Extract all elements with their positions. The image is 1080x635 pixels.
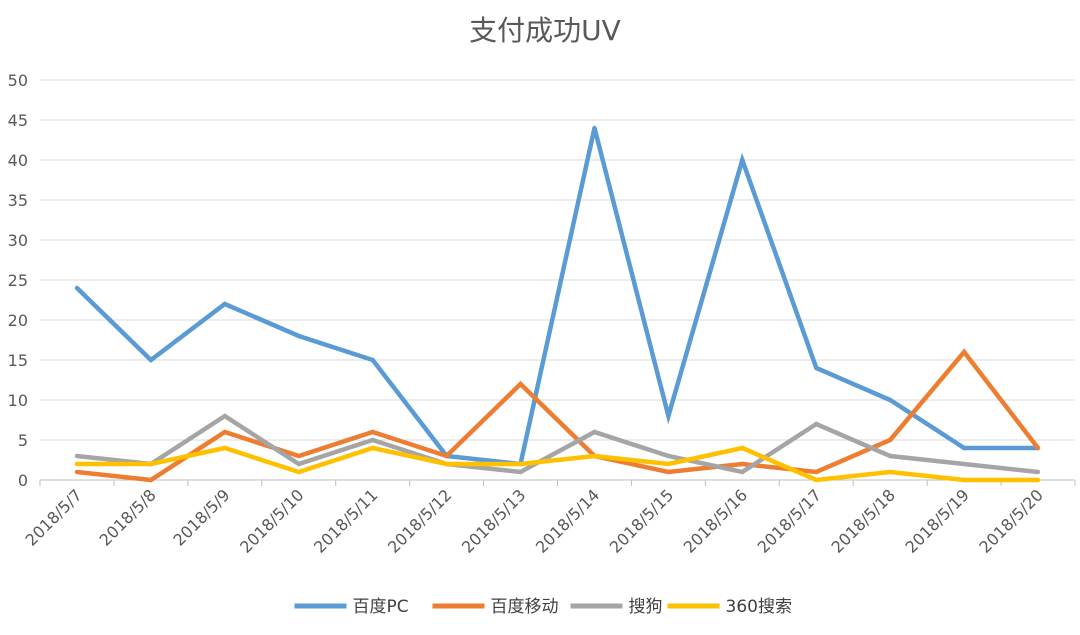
data-point [518,469,523,475]
data-point [370,437,375,443]
y-tick-label: 5 [18,431,28,450]
data-point [961,461,967,467]
data-point [1035,469,1041,475]
x-tick-label: 2018/5/18 [828,485,899,556]
data-point [222,445,228,451]
data-point [740,157,745,163]
x-tick-label: 2018/5/15 [606,485,677,556]
data-point [518,381,523,387]
data-point [296,333,301,339]
x-tick-label: 2018/5/9 [169,485,233,549]
data-point [666,413,671,419]
y-tick-label: 10 [8,391,28,410]
data-point [74,461,80,467]
data-point [887,397,893,403]
series-line-1 [75,127,1038,467]
y-tick-label: 0 [18,471,28,490]
data-point [148,461,154,467]
data-point [444,461,449,467]
data-point [592,429,597,435]
data-point [961,349,967,355]
y-tick-label: 30 [8,231,28,250]
x-tick-label: 2018/5/14 [532,485,603,556]
data-point [887,453,893,459]
data-point [740,469,745,475]
chart-title: 支付成功UV [469,14,621,47]
x-tick-label: 2018/5/11 [310,485,381,556]
data-point [666,453,671,459]
data-point [222,301,228,307]
data-point [370,445,375,451]
data-point [740,445,745,451]
data-point [296,461,301,467]
y-tick-label: 35 [8,191,28,210]
data-point [961,477,967,483]
data-point [740,461,745,467]
x-tick-label: 2018/5/8 [95,485,159,549]
data-point [961,445,967,451]
y-tick-label: 45 [8,111,28,130]
x-tick-label: 2018/5/20 [975,485,1046,556]
data-point [74,469,80,475]
x-tick-label: 2018/5/10 [236,485,307,556]
data-point [814,477,819,483]
series-line-2 [76,348,1040,483]
series-lines [74,125,1041,483]
series-line-3 [76,413,1039,475]
y-tick-label: 15 [8,351,28,370]
data-point [222,413,228,419]
data-point [666,461,671,467]
data-point [444,453,449,459]
data-point [148,357,154,363]
data-point [370,357,375,363]
data-point [887,437,893,443]
data-point [74,285,80,291]
x-tick-label: 2018/5/7 [22,485,86,549]
data-point [592,125,597,131]
data-point [1035,445,1041,451]
x-tick-label: 2018/5/19 [901,485,972,556]
data-point [296,469,301,475]
data-point [592,453,597,459]
data-point [1035,477,1041,483]
x-tick-label: 2018/5/13 [458,485,529,556]
data-point [814,365,819,371]
legend: 百度PC 百度移动 搜狗 360搜索 [294,597,792,617]
legend-label: 360搜索 [726,597,792,617]
x-tick-label: 2018/5/16 [680,485,751,556]
x-tick-label: 2018/5/12 [384,485,455,556]
legend-label: 百度移动 [491,597,559,617]
data-point [222,429,228,435]
data-point [518,461,523,467]
series-line-4 [77,445,1038,483]
data-point [814,469,819,475]
data-point [370,429,375,435]
data-point [666,469,671,475]
data-point [74,453,80,459]
legend-label: 搜狗 [629,597,663,617]
x-axis: 2018/5/7 2018/5/8 2018/5/9 2018/5/10 2018/5/… [22,480,1076,557]
y-axis: 0 5 10 15 20 25 30 35 40 45 50 [8,71,28,490]
y-tick-label: 40 [8,151,28,170]
x-tick-label: 2018/5/17 [754,485,825,556]
data-point [887,469,893,475]
y-tick-label: 25 [8,271,28,290]
y-tick-label: 50 [8,71,28,90]
legend-label: 百度PC [353,597,409,617]
y-tick-label: 20 [8,311,28,330]
data-point [148,477,154,483]
data-point [814,421,819,427]
data-point [296,453,301,459]
